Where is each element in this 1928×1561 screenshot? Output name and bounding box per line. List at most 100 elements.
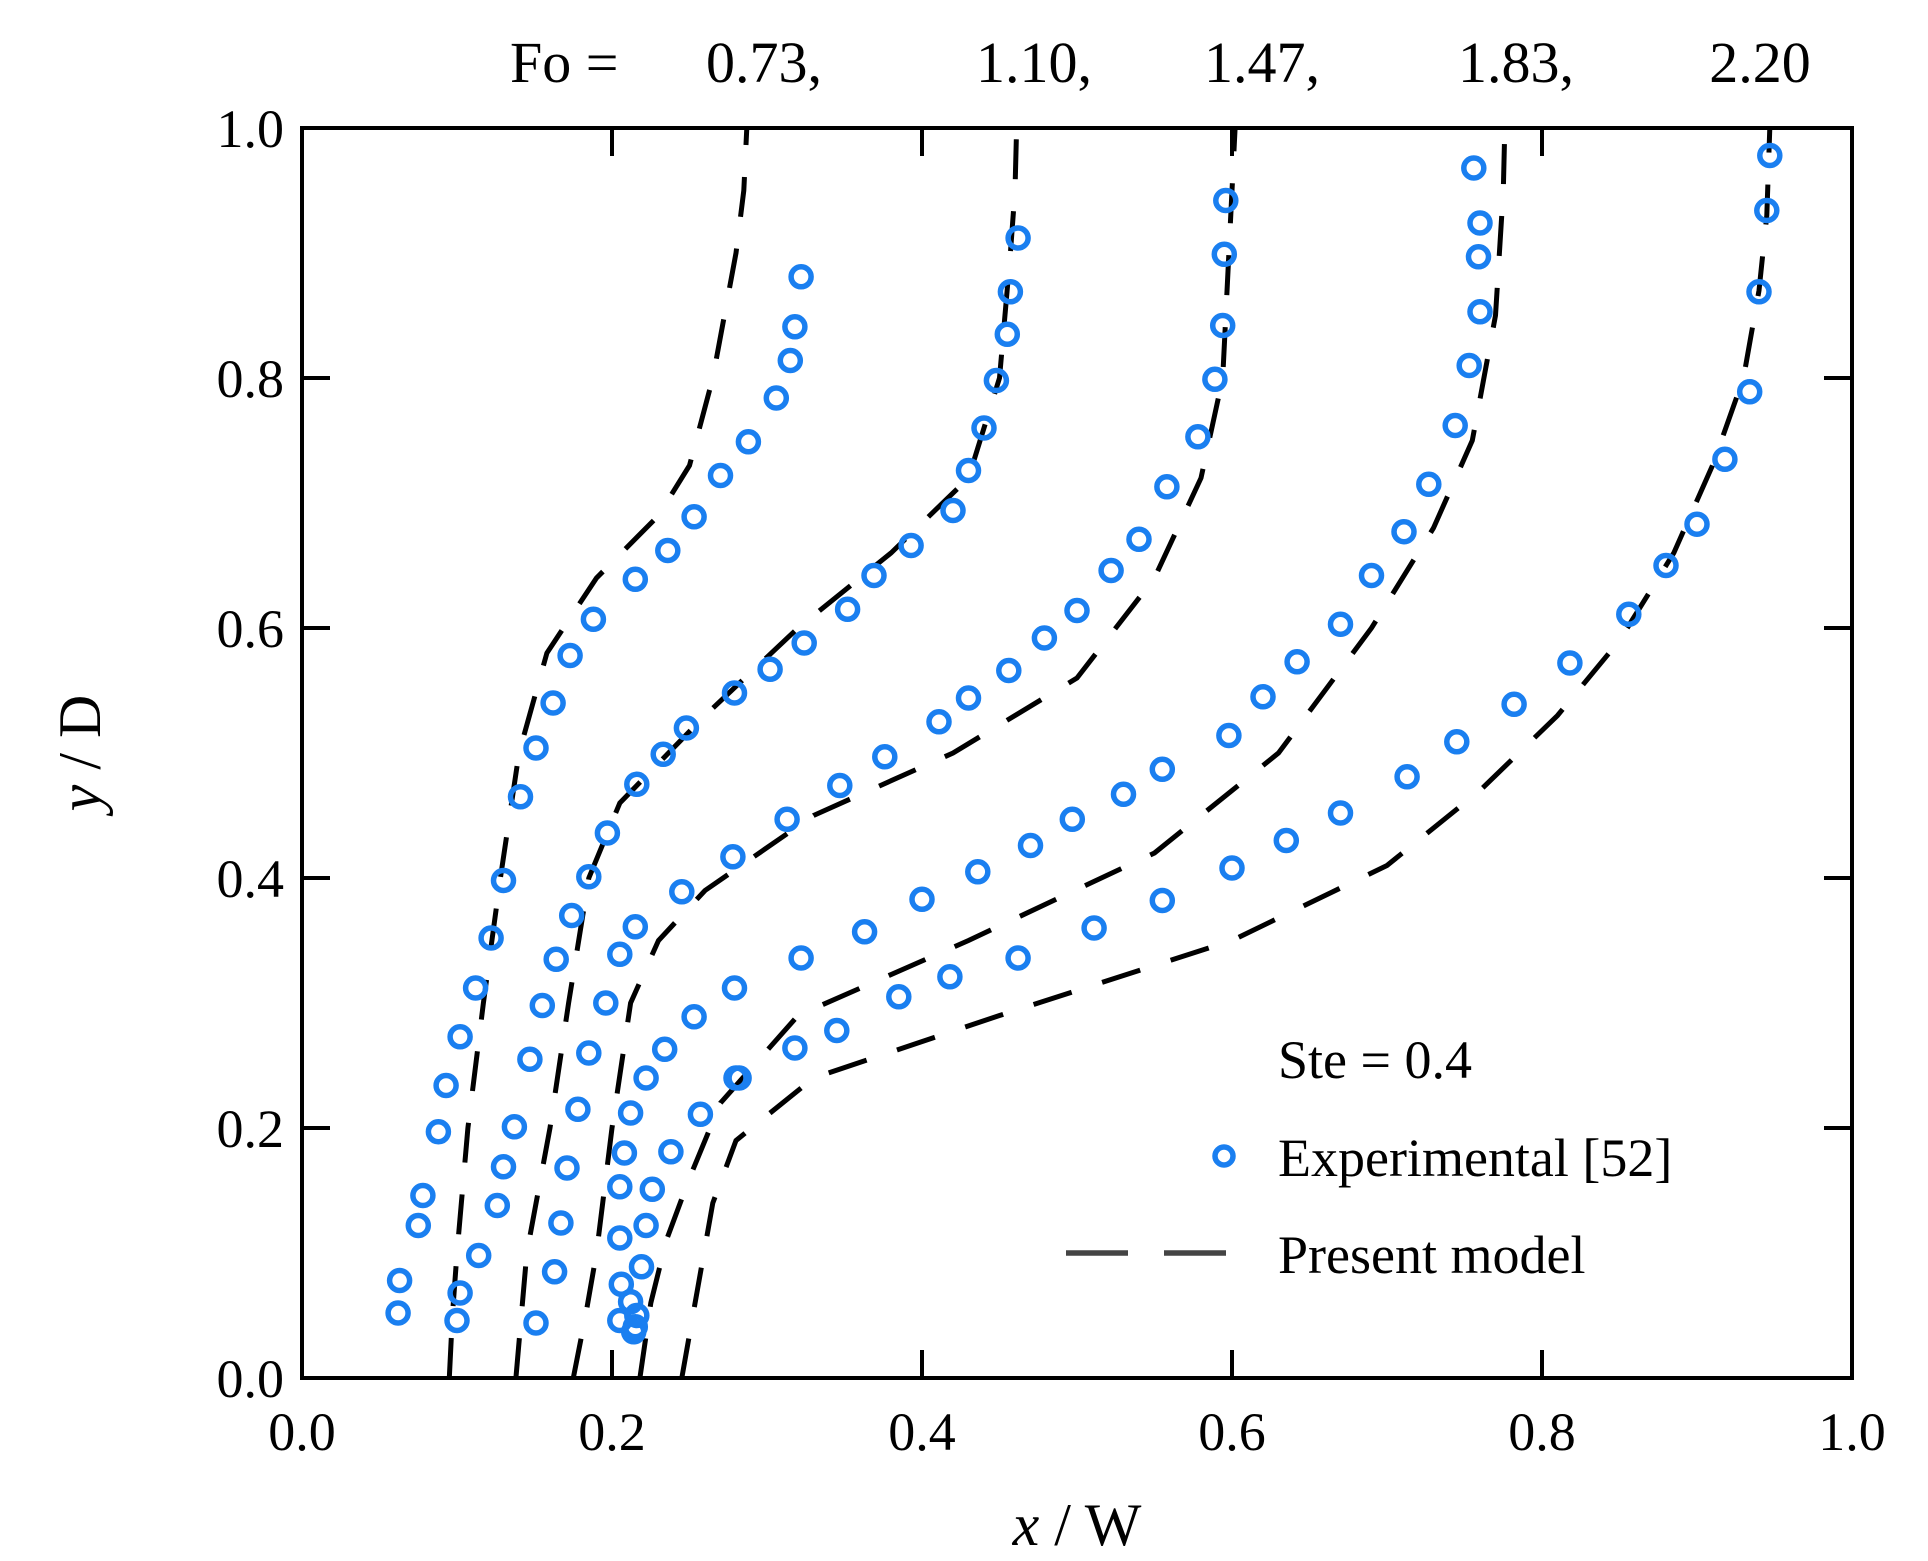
y-tick-label-5: 1.0 [217, 99, 285, 159]
experimental-point-2-2 [548, 1210, 574, 1236]
experimental-point-3-3 [687, 1101, 714, 1128]
experimental-point-4-2 [824, 1017, 850, 1044]
experimental-point-4-7 [1149, 887, 1176, 914]
experimental-point-2-12 [607, 1225, 633, 1251]
y-tick-label-4: 0.8 [217, 349, 285, 409]
experimental-point-3-6 [721, 975, 748, 1001]
experimental-series [385, 142, 1783, 1345]
experimental-point-1-5 [501, 1114, 528, 1140]
experimental-point-2-38 [1211, 241, 1238, 268]
experimental-point-1-26 [997, 279, 1024, 305]
legend: Experimental [52] Present model [1066, 1128, 1672, 1285]
experimental-point-2-33 [1126, 526, 1152, 553]
experimental-point-0-5 [433, 1072, 459, 1099]
experimental-point-1-9 [558, 902, 585, 929]
experimental-point-2-27 [926, 709, 952, 735]
experimental-point-2-37 [1209, 312, 1236, 339]
model-series [446, 127, 1773, 1379]
experimental-point-4-9 [1273, 827, 1300, 854]
experimental-point-4-19 [1736, 379, 1763, 405]
experimental-point-3-18 [1327, 611, 1354, 638]
y-tick-label-2: 0.4 [217, 849, 285, 909]
fo-label-2: 1.47, [1204, 30, 1320, 95]
y-tick-label-1: 0.2 [217, 1099, 285, 1159]
experimental-point-2-17 [628, 1254, 655, 1280]
experimental-point-0-18 [707, 462, 734, 489]
experimental-point-3-0 [622, 1314, 649, 1340]
experimental-point-3-8 [851, 919, 878, 945]
y-axis-variable: y [47, 784, 113, 817]
experimental-point-3-2 [658, 1139, 684, 1165]
experimental-point-3-26 [1467, 210, 1493, 236]
legend-model-label: Present model [1278, 1225, 1585, 1285]
experimental-point-3-11 [1017, 832, 1044, 859]
experimental-point-1-25 [994, 321, 1021, 348]
experimental-point-0-3 [410, 1182, 436, 1209]
experimental-point-3-21 [1416, 471, 1442, 498]
experimental-point-2-11 [607, 1174, 633, 1200]
experimental-point-4-12 [1444, 729, 1470, 755]
experimental-point-2-23 [720, 844, 746, 870]
experimental-point-4-6 [1081, 915, 1107, 941]
experimental-point-2-22 [669, 879, 695, 905]
experimental-point-1-10 [576, 864, 602, 890]
fo-label-3: 1.83, [1458, 30, 1574, 95]
y-tick-label-3: 0.6 [217, 599, 285, 659]
experimental-point-4-3 [886, 984, 912, 1010]
experimental-point-0-17 [681, 504, 707, 530]
experimental-point-1-18 [834, 596, 861, 623]
experimental-point-1-27 [1005, 225, 1031, 251]
experimental-point-0-22 [782, 314, 808, 340]
experimental-point-0-6 [447, 1024, 473, 1050]
experimental-point-3-20 [1391, 518, 1417, 545]
experimental-point-0-2 [405, 1212, 432, 1239]
model-curve-4 [679, 127, 1773, 1379]
experimental-point-3-9 [909, 886, 935, 913]
x-axis-unit: / W [1039, 1492, 1142, 1558]
experimental-point-2-9 [617, 1100, 644, 1126]
experimental-point-3-16 [1250, 684, 1276, 710]
experimental-point-2-15 [624, 1302, 650, 1329]
experimental-point-1-14 [673, 715, 700, 741]
experimental-point-1-8 [543, 946, 569, 973]
experimental-point-3-7 [788, 945, 814, 971]
x-axis-variable: x [1012, 1492, 1040, 1558]
experimental-point-4-21 [1754, 197, 1780, 224]
x-axis-ticks: 0.0 0.2 0.4 0.6 0.8 1.0 [268, 128, 1886, 1462]
experimental-point-3-13 [1110, 781, 1137, 808]
experimental-point-2-39 [1213, 187, 1239, 214]
y-axis-label: y / D [47, 695, 113, 818]
experimental-point-1-15 [721, 680, 748, 706]
experimental-point-1-2 [465, 1242, 492, 1269]
experimental-point-4-11 [1394, 764, 1420, 790]
experimental-point-4-13 [1501, 691, 1527, 718]
experimental-point-2-7 [607, 941, 633, 968]
experimental-point-2-19 [639, 1176, 666, 1203]
experimental-point-1-20 [898, 532, 924, 559]
experimental-point-0-21 [777, 347, 804, 374]
experimental-point-2-3 [554, 1155, 580, 1181]
experimental-point-2-25 [827, 772, 853, 799]
experimental-point-4-16 [1653, 552, 1679, 579]
experimental-point-1-23 [971, 415, 997, 441]
experimental-point-2-26 [872, 744, 898, 770]
experimental-point-3-15 [1216, 722, 1242, 749]
experimental-point-0-13 [557, 642, 583, 669]
x-tick-label-4: 0.8 [1508, 1402, 1576, 1462]
experimental-point-1-11 [594, 820, 621, 846]
experimental-point-2-36 [1202, 366, 1228, 393]
experimental-point-2-6 [593, 990, 619, 1016]
experimental-point-2-20 [633, 1065, 659, 1091]
fo-header-prefix: Fo = [510, 30, 618, 95]
experimental-point-2-1 [541, 1259, 568, 1285]
experimental-point-3-22 [1442, 412, 1468, 439]
experimental-point-3-14 [1149, 756, 1176, 783]
experimental-point-2-8 [622, 914, 649, 940]
experimental-point-3-5 [681, 1004, 707, 1030]
x-tick-label-1: 0.2 [578, 1402, 646, 1462]
experimental-point-1-24 [983, 367, 1010, 394]
experimental-point-3-25 [1465, 244, 1492, 270]
experimental-point-0-14 [580, 606, 607, 633]
experimental-point-4-4 [937, 964, 963, 990]
